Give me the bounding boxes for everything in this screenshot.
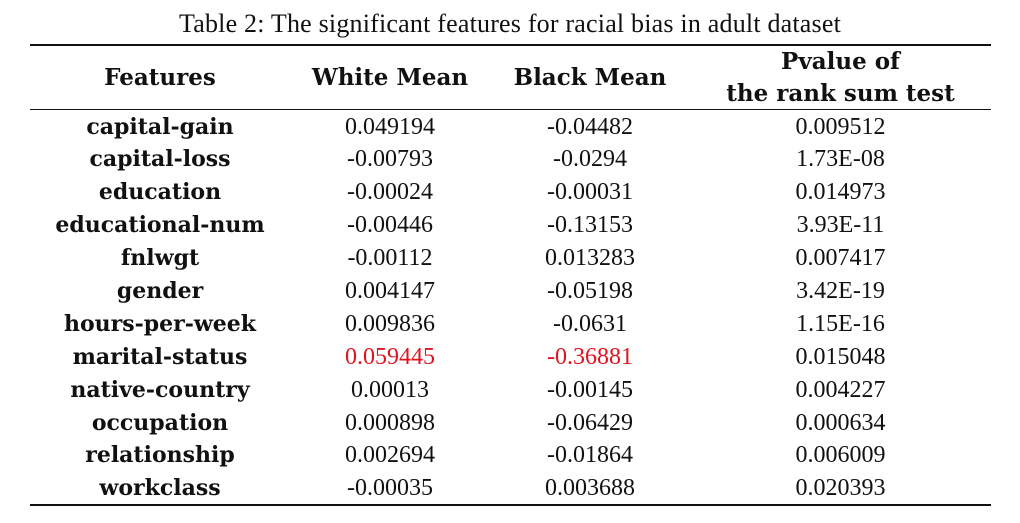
header-pvalue-line1: Pvalue of [781,48,900,75]
pvalue-cell: 0.015048 [795,343,886,370]
white-mean-cell: -0.00446 [347,212,433,239]
feature-cell: marital-status [72,343,248,370]
feature-cell: capital-gain [86,114,234,140]
white-mean-cell: 0.00013 [351,376,429,403]
white-mean-cell: 0.049194 [345,114,435,140]
black-mean-cell: -0.13153 [547,212,633,239]
pvalue-cell: 0.020393 [795,475,886,502]
top-rule [30,44,991,46]
pvalue-cell: 0.000634 [795,409,886,436]
table-row: education -0.00024 -0.00031 0.014973 [30,176,991,209]
bottom-rule [30,504,991,506]
white-mean-cell: -0.00035 [347,475,433,502]
black-mean-cell: -0.00145 [547,376,633,403]
table-row: workclass -0.00035 0.003688 0.020393 [30,472,991,505]
table-row: gender 0.004147 -0.05198 3.42E-19 [30,275,991,308]
pvalue-cell: 3.42E-19 [796,278,885,304]
table-caption: Table 2: The significant features for ra… [178,9,842,38]
feature-cell: gender [116,278,204,304]
table-row: capital-gain 0.049194 -0.04482 0.009512 [30,110,991,143]
pvalue-cell: 3.93E-11 [796,212,885,239]
table-row: educational-num -0.00446 -0.13153 3.93E-11 [30,209,991,242]
feature-cell: occupation [91,409,229,436]
black-mean-cell: -0.06429 [547,409,633,436]
header-white-mean: White Mean [311,64,469,91]
pvalue-cell: 0.004227 [795,376,886,403]
feature-cell: capital-loss [89,146,231,173]
black-mean-cell: -0.0631 [553,310,627,337]
header-pvalue: Pvalue of the rank sum test [690,46,991,110]
feature-cell: relationship [85,442,235,469]
feature-cell: workclass [99,475,221,502]
black-mean-cell: -0.0294 [553,146,627,173]
feature-cell: fnlwgt [120,245,200,272]
white-mean-cell: 0.000898 [345,409,435,436]
pvalue-cell: 1.15E-16 [796,310,885,337]
white-mean-cell: -0.00024 [347,179,433,206]
feature-cell: hours-per-week [63,310,257,337]
table-header: Features White Mean Black Mean Pvalue of… [30,46,991,110]
table-row: relationship 0.002694 -0.01864 0.006009 [30,439,991,472]
white-mean-cell: 0.004147 [345,278,435,304]
white-mean-cell: -0.00793 [347,146,433,173]
white-mean-cell: 0.059445 [345,343,435,370]
header-row: Features White Mean Black Mean Pvalue of… [30,46,991,110]
pvalue-cell: 0.006009 [795,442,886,469]
table-row: capital-loss -0.00793 -0.0294 1.73E-08 [30,143,991,176]
black-mean-cell: 0.013283 [545,245,635,272]
table-row: hours-per-week 0.009836 -0.0631 1.15E-16 [30,307,991,340]
table-body: capital-gain 0.049194 -0.04482 0.009512 capi… [30,110,991,505]
header-rule [30,109,991,110]
feature-cell: educational-num [55,212,265,239]
black-mean-cell: -0.36881 [547,343,633,370]
feature-cell: native-country [70,376,250,403]
pvalue-cell: 1.73E-08 [796,146,885,173]
feature-cell: education [98,179,222,206]
black-mean-cell: 0.003688 [545,475,635,502]
table-row: marital-status 0.059445 -0.36881 0.015048 [30,340,991,373]
table-row: native-country 0.00013 -0.00145 0.004227 [30,373,991,406]
table-row: fnlwgt -0.00112 0.013283 0.007417 [30,242,991,275]
header-black-mean: Black Mean [513,64,667,91]
white-mean-cell: 0.002694 [345,442,435,469]
white-mean-cell: -0.00112 [347,245,433,272]
white-mean-cell: 0.009836 [345,310,435,337]
black-mean-cell: -0.04482 [547,114,633,140]
features-table: Features White Mean Black Mean Pvalue of… [30,46,991,505]
header-pvalue-line2: the rank sum test [726,80,955,107]
pvalue-cell: 0.007417 [795,245,886,272]
black-mean-cell: -0.00031 [547,179,633,206]
table-row: occupation 0.000898 -0.06429 0.000634 [30,406,991,439]
pvalue-cell: 0.014973 [795,179,886,206]
black-mean-cell: -0.05198 [547,278,633,304]
header-features: Features [104,64,216,91]
black-mean-cell: -0.01864 [547,442,633,469]
pvalue-cell: 0.009512 [795,114,886,140]
